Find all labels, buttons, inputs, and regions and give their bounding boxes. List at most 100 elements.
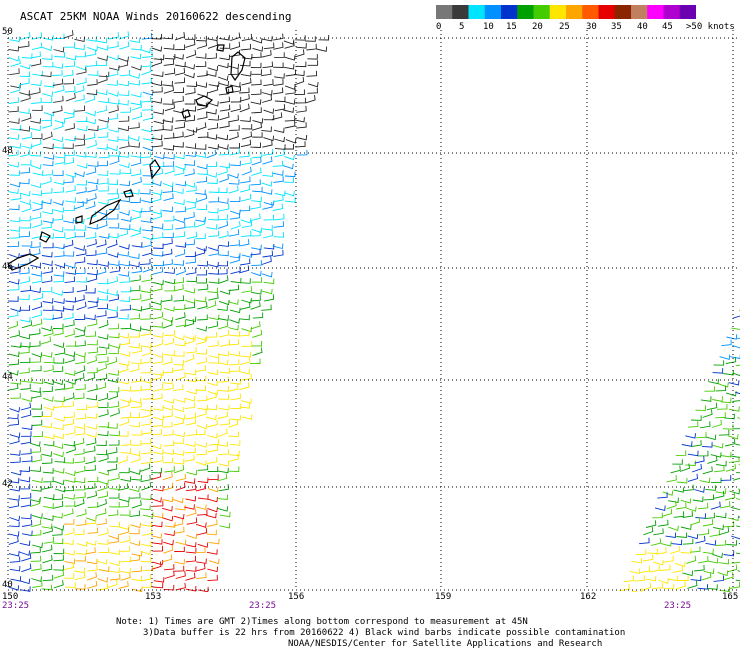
- colorbar-swatch: [614, 5, 632, 19]
- wind-barb: [208, 558, 220, 565]
- wind-barb: [32, 219, 43, 229]
- wind-barb: [697, 450, 709, 457]
- wind-barb: [715, 488, 727, 494]
- wind-barb: [251, 107, 262, 114]
- wind-barb: [273, 249, 284, 257]
- wind-barb: [86, 140, 97, 149]
- wind-barb: [142, 135, 154, 142]
- wind-barb: [19, 483, 31, 490]
- island-outline: [230, 51, 246, 82]
- wind-barb: [228, 63, 240, 70]
- wind-barb: [273, 232, 285, 238]
- wind-barb: [98, 470, 110, 476]
- colorbar-swatch: [484, 5, 502, 19]
- wind-barb: [52, 513, 63, 519]
- wind-barb: [162, 33, 173, 40]
- wind-barb: [43, 494, 55, 500]
- colorbar-swatch: [549, 5, 567, 19]
- wind-barb: [64, 319, 75, 328]
- wind-barb: [173, 260, 185, 266]
- wind-barb: [151, 46, 163, 52]
- wind-barb: [30, 212, 42, 220]
- wind-barb: [153, 370, 164, 376]
- wind-barb: [142, 512, 154, 518]
- wind-barb: [107, 276, 118, 285]
- wind-barb: [712, 443, 724, 449]
- wind-barb: [196, 509, 208, 516]
- wind-barb: [107, 233, 119, 239]
- wind-barb: [296, 134, 308, 141]
- wind-barb: [701, 572, 712, 581]
- wind-barb: [85, 201, 96, 210]
- wind-barb: [186, 81, 198, 87]
- wind-barb: [21, 53, 33, 59]
- wind-barb: [30, 498, 41, 508]
- wind-barb: [206, 549, 218, 555]
- wind-barb: [716, 460, 727, 467]
- wind-barb: [74, 373, 85, 381]
- wind-barb: [141, 521, 152, 528]
- wind-barb: [74, 477, 86, 484]
- wind-barb: [63, 176, 74, 184]
- wind-barb: [151, 372, 162, 381]
- wind-barb: [131, 385, 142, 392]
- wind-barb: [251, 122, 262, 131]
- wind-barb: [64, 111, 75, 120]
- wind-barb: [43, 242, 54, 249]
- wind-barb: [208, 261, 219, 268]
- wind-barb: [197, 586, 209, 592]
- wind-barb: [250, 248, 261, 256]
- wind-barb: [174, 153, 185, 160]
- wind-barb: [252, 312, 264, 319]
- wind-barb: [238, 265, 250, 274]
- wind-barb: [63, 287, 74, 294]
- wind-barb: [174, 431, 185, 438]
- wind-barb: [130, 326, 142, 332]
- wind-barb: [20, 159, 32, 166]
- wind-barb: [263, 108, 275, 114]
- wind-barb: [293, 70, 305, 77]
- wind-barb: [162, 411, 173, 418]
- lon-label-162: 162: [580, 592, 597, 602]
- wind-barb: [229, 125, 240, 131]
- wind-barb: [680, 548, 692, 554]
- wind-barb: [218, 241, 230, 247]
- wind-barb: [53, 276, 65, 283]
- wind-barb: [273, 79, 284, 87]
- wind-barb: [74, 498, 85, 508]
- wind-barb: [21, 448, 32, 455]
- wind-barb: [662, 490, 674, 496]
- wind-barb: [654, 505, 666, 511]
- wind-barb: [306, 70, 317, 77]
- wind-barb: [131, 207, 143, 214]
- wind-barb: [195, 522, 207, 528]
- wind-barb: [642, 554, 654, 562]
- wind-barb: [195, 53, 207, 59]
- wind-barb: [85, 373, 96, 382]
- wind-barb: [19, 333, 31, 340]
- wind-barb: [229, 351, 241, 357]
- wind-barb: [118, 496, 130, 503]
- wind-barb: [725, 463, 736, 472]
- wind-barb: [296, 122, 307, 129]
- wind-barb: [196, 395, 208, 402]
- wind-barb: [86, 211, 97, 220]
- wind-barb: [228, 115, 239, 123]
- wind-barb: [186, 508, 197, 517]
- wind-barb: [252, 347, 263, 356]
- wind-barb: [107, 80, 118, 86]
- wind-barb: [261, 36, 273, 42]
- wind-barb: [229, 440, 241, 446]
- wind-barb: [87, 339, 98, 346]
- wind-barb: [41, 482, 52, 490]
- wind-barb: [42, 217, 54, 224]
- wind-barb: [98, 199, 109, 205]
- wind-barb: [21, 553, 32, 562]
- wind-barb: [8, 284, 20, 291]
- wind-barb: [40, 336, 52, 345]
- wind-barb: [107, 311, 118, 319]
- wind-barb: [87, 125, 99, 132]
- wind-barb: [186, 517, 198, 525]
- wind-barb: [21, 410, 32, 419]
- wind-barb: [109, 521, 121, 528]
